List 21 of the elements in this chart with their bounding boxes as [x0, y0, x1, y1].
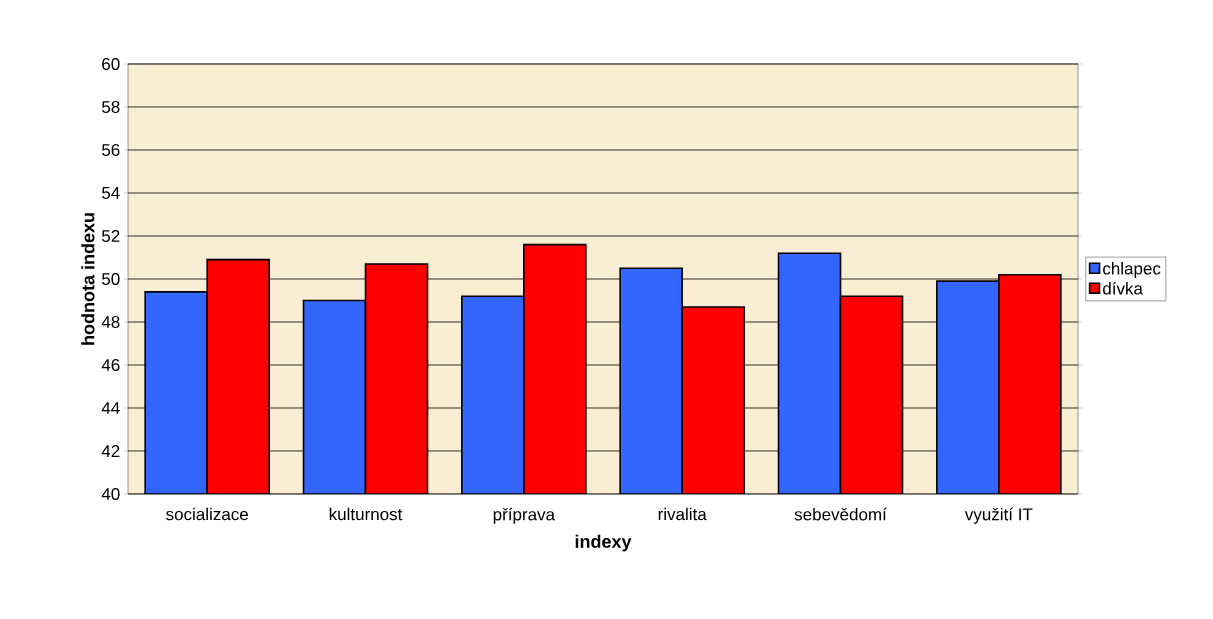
- y-tick-label: 54: [102, 187, 120, 199]
- legend-label: chlapec: [1103, 262, 1161, 278]
- y-tick-label: 48: [101, 315, 120, 329]
- legend-label: dívka: [1103, 281, 1143, 295]
- y-tick-label: 50: [102, 272, 120, 286]
- x-axis-title: indexy: [575, 534, 632, 552]
- y-tick-label: 58: [102, 100, 120, 114]
- y-tick-label: 52: [102, 229, 120, 243]
- x-tick-label: kulturnost: [329, 507, 403, 521]
- y-tick-label: 56: [102, 143, 120, 157]
- y-axis-title: hodnota indexu: [81, 213, 95, 345]
- x-tick-label: využití IT: [964, 507, 1033, 524]
- y-tick-label: 40: [101, 487, 120, 501]
- y-tick-label: 44: [101, 402, 120, 414]
- y-tick-label: 42: [101, 445, 120, 457]
- x-tick-label: rivalita: [658, 507, 707, 521]
- x-tick-label: příprava: [493, 507, 556, 524]
- x-tick-label: sebevědomí: [794, 507, 887, 521]
- y-tick-label: 46: [101, 358, 120, 372]
- y-tick-label: 60: [102, 57, 120, 71]
- x-tick-label: socializace: [166, 507, 248, 521]
